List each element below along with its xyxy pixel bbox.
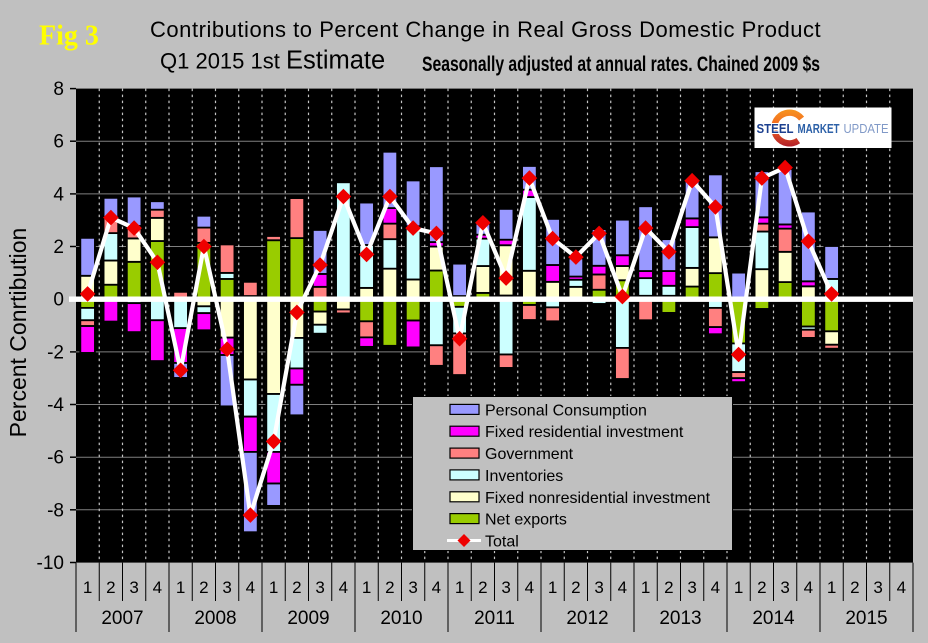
- svg-text:2010: 2010: [380, 608, 422, 629]
- svg-text:Inventories: Inventories: [485, 468, 563, 485]
- svg-text:8: 8: [53, 79, 64, 100]
- svg-text:3: 3: [594, 578, 603, 597]
- svg-text:3: 3: [687, 578, 696, 597]
- svg-text:4: 4: [804, 578, 813, 597]
- svg-text:2007: 2007: [101, 608, 143, 629]
- svg-text:-8: -8: [47, 500, 64, 521]
- svg-text:MARKET: MARKET: [798, 121, 840, 136]
- svg-text:2013: 2013: [659, 608, 701, 629]
- svg-text:1: 1: [176, 578, 185, 597]
- svg-text:Government: Government: [485, 446, 574, 463]
- svg-text:2: 2: [850, 578, 859, 597]
- svg-text:2: 2: [106, 578, 115, 597]
- svg-text:Fixed residential investment: Fixed residential investment: [485, 424, 684, 441]
- svg-text:2: 2: [292, 578, 301, 597]
- svg-text:Net exports: Net exports: [485, 512, 567, 529]
- svg-text:Percent Conrtibution: Percent Conrtibution: [5, 228, 31, 438]
- svg-text:3: 3: [873, 578, 882, 597]
- svg-text:Total: Total: [485, 534, 519, 551]
- svg-text:2: 2: [757, 578, 766, 597]
- svg-text:3: 3: [222, 578, 231, 597]
- svg-text:4: 4: [432, 578, 441, 597]
- svg-text:4: 4: [618, 578, 627, 597]
- svg-text:2: 2: [385, 578, 394, 597]
- svg-text:1: 1: [455, 578, 464, 597]
- svg-text:2009: 2009: [287, 608, 329, 629]
- svg-text:4: 4: [53, 184, 64, 205]
- svg-text:2015: 2015: [845, 608, 887, 629]
- svg-text:0: 0: [53, 290, 64, 311]
- svg-text:1: 1: [734, 578, 743, 597]
- svg-text:3: 3: [501, 578, 510, 597]
- svg-text:Q1 2015 1st Estimate: Q1 2015 1st Estimate: [160, 47, 385, 75]
- svg-text:1: 1: [641, 578, 650, 597]
- svg-text:4: 4: [525, 578, 534, 597]
- svg-text:STEEL: STEEL: [757, 121, 794, 136]
- svg-text:2012: 2012: [566, 608, 608, 629]
- svg-text:4: 4: [153, 578, 162, 597]
- svg-text:1: 1: [269, 578, 278, 597]
- svg-text:2: 2: [478, 578, 487, 597]
- svg-text:3: 3: [129, 578, 138, 597]
- svg-text:2: 2: [199, 578, 208, 597]
- svg-text:Personal Consumption: Personal Consumption: [485, 402, 647, 419]
- svg-text:4: 4: [339, 578, 348, 597]
- svg-text:4: 4: [246, 578, 255, 597]
- svg-text:-10: -10: [37, 553, 64, 574]
- svg-text:1: 1: [827, 578, 836, 597]
- svg-text:2014: 2014: [752, 608, 795, 629]
- svg-text:2: 2: [53, 237, 64, 258]
- svg-text:6: 6: [53, 132, 64, 153]
- svg-text:Contributions to Percent Chang: Contributions to Percent Change in Real …: [150, 17, 821, 42]
- svg-text:Fig 3: Fig 3: [39, 21, 99, 52]
- svg-text:2008: 2008: [194, 608, 236, 629]
- svg-text:-4: -4: [47, 395, 64, 416]
- svg-text:3: 3: [315, 578, 324, 597]
- svg-text:3: 3: [408, 578, 417, 597]
- svg-text:-6: -6: [47, 448, 64, 469]
- svg-text:2011: 2011: [474, 608, 515, 629]
- svg-text:3: 3: [780, 578, 789, 597]
- svg-text:-2: -2: [47, 342, 64, 363]
- svg-text:4: 4: [897, 578, 906, 597]
- svg-text:Seasonally adjusted at annual: Seasonally adjusted at annual rates. Cha…: [422, 53, 820, 76]
- svg-text:4: 4: [711, 578, 720, 597]
- svg-text:1: 1: [548, 578, 557, 597]
- svg-text:1: 1: [83, 578, 92, 597]
- svg-text:Fixed nonresidential investmen: Fixed nonresidential investment: [485, 490, 711, 507]
- svg-text:UPDATE: UPDATE: [844, 121, 889, 136]
- svg-text:2: 2: [664, 578, 673, 597]
- svg-text:1: 1: [362, 578, 371, 597]
- svg-text:2: 2: [571, 578, 580, 597]
